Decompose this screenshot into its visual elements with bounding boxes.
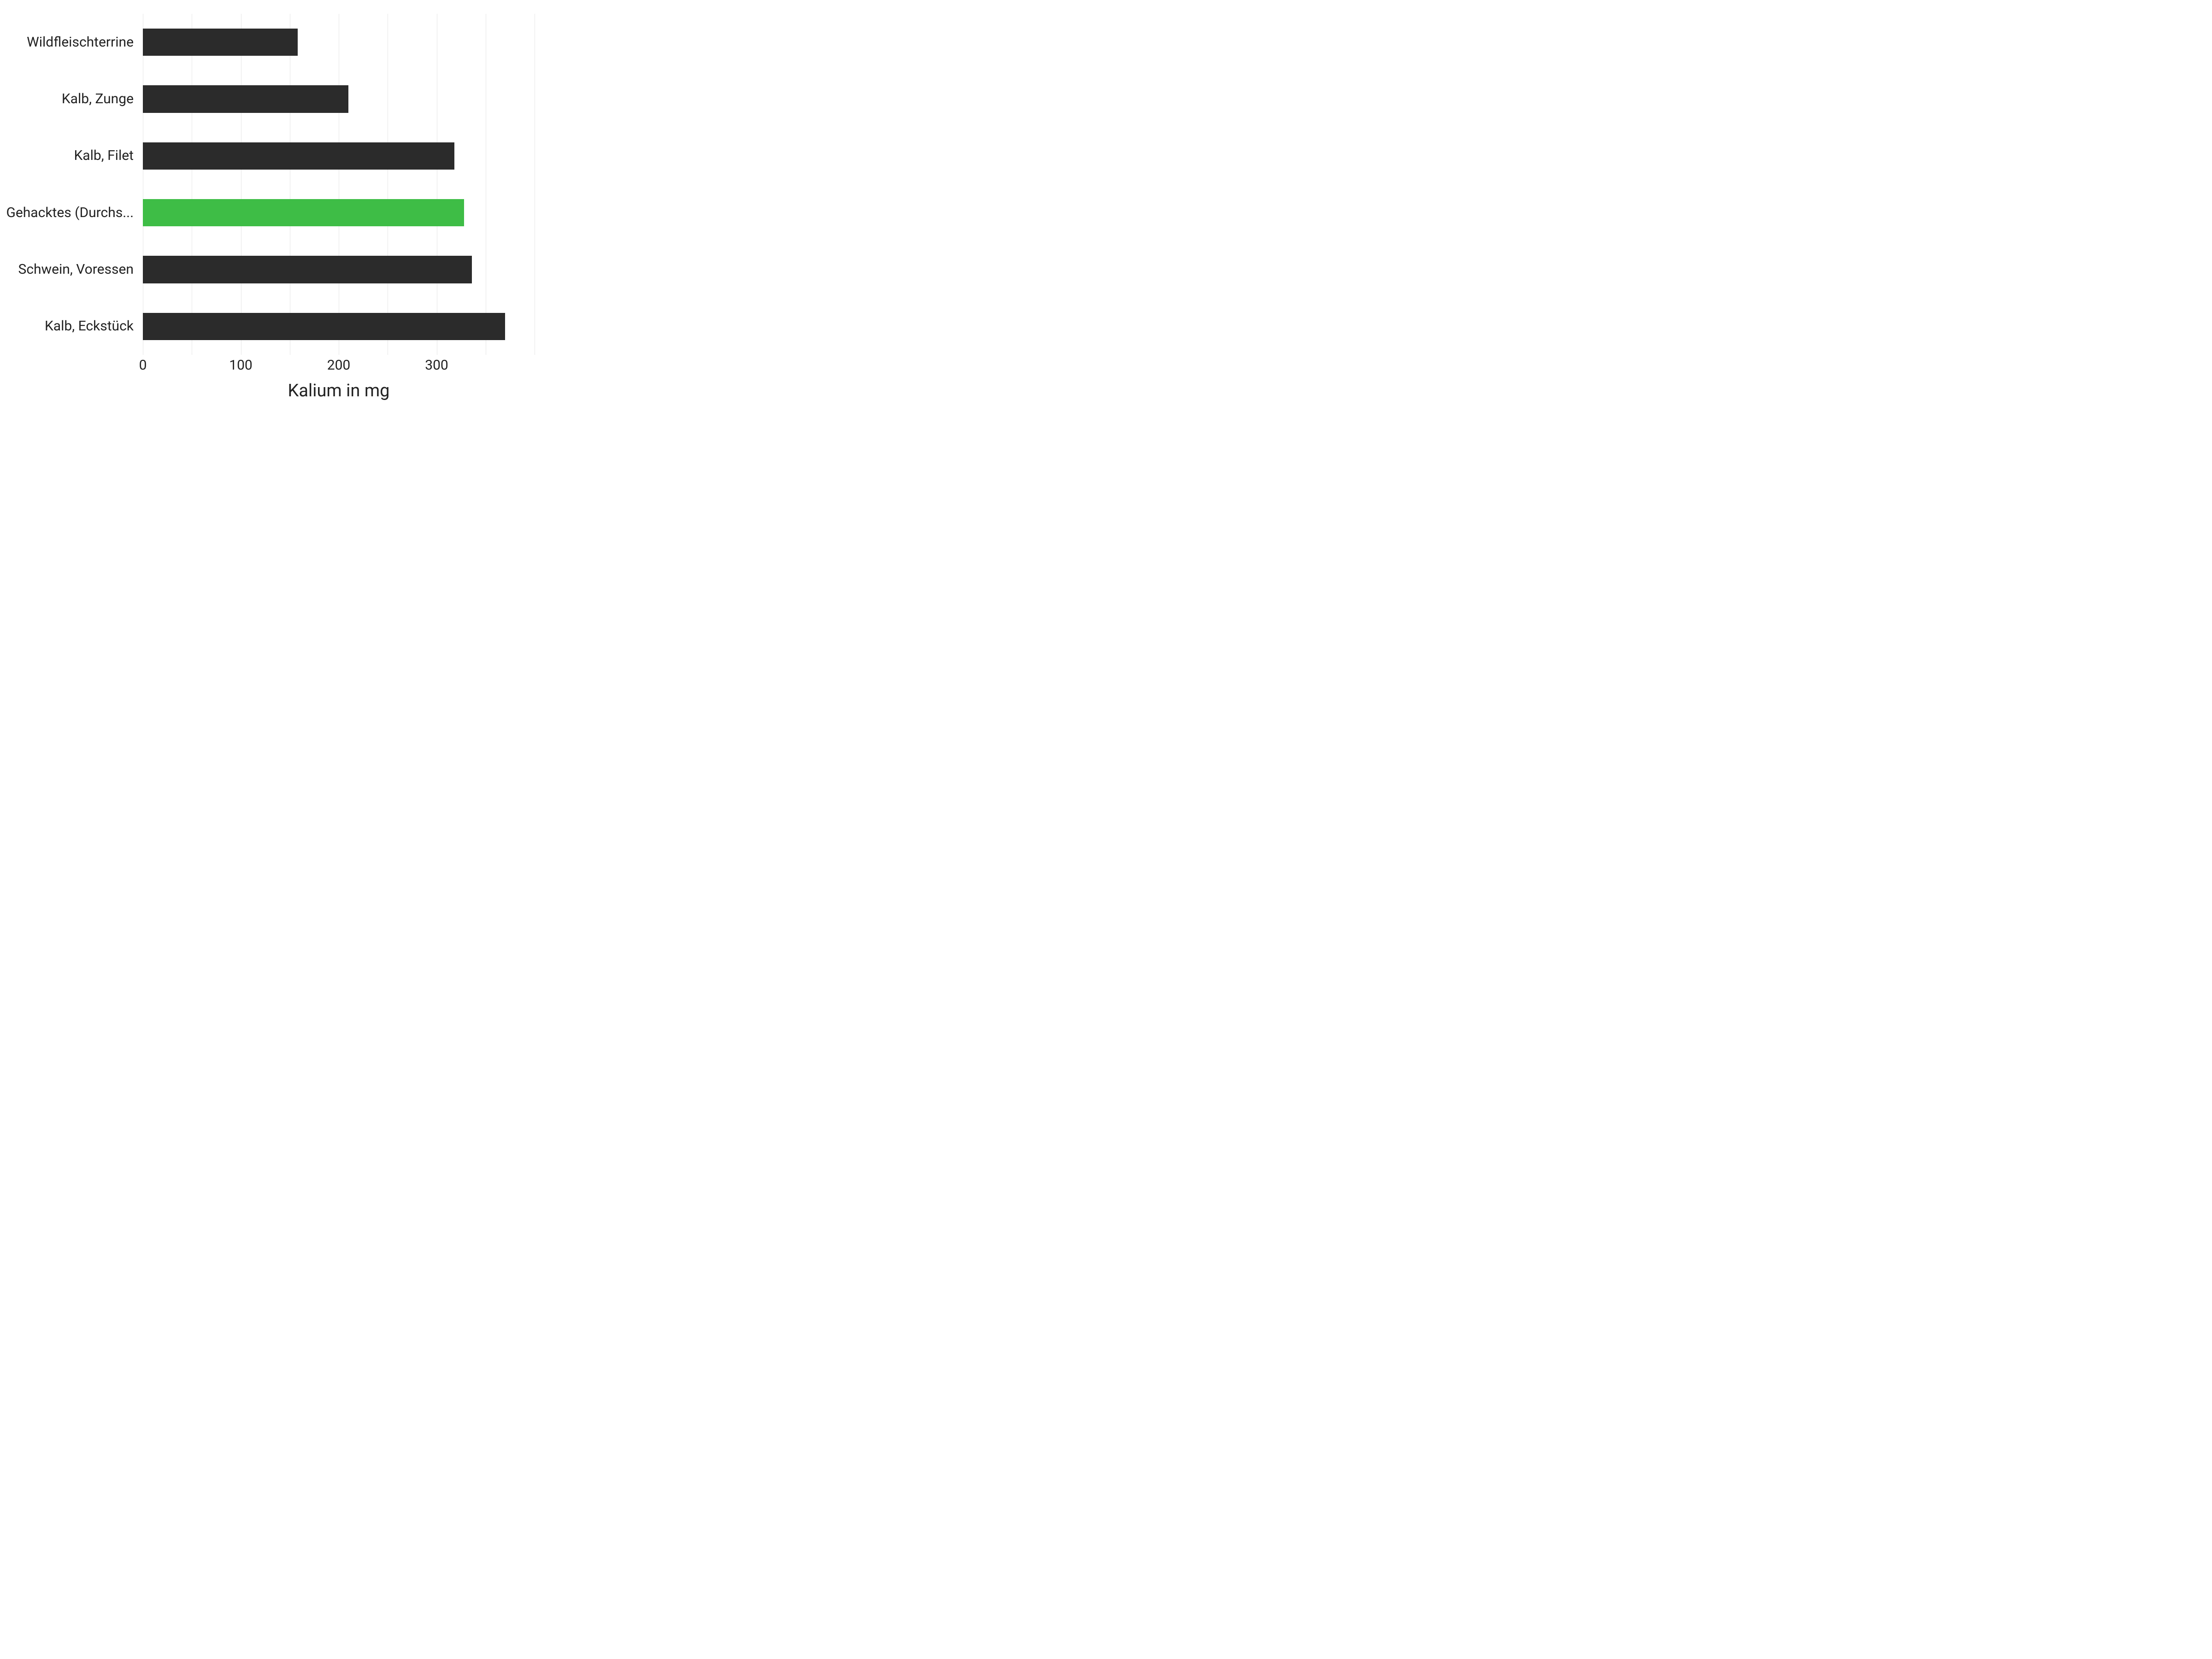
- y-axis-label: Kalb, Filet: [5, 147, 134, 164]
- bar-row: [143, 85, 348, 112]
- y-axis-label: Schwein, Voressen: [5, 261, 134, 278]
- plot-area: [143, 14, 535, 355]
- bar[interactable]: [143, 256, 472, 283]
- x-axis-tick: 0: [139, 357, 147, 373]
- bar-row: [143, 142, 454, 170]
- y-axis-label: Kalb, Eckstück: [5, 318, 134, 335]
- bar-row: [143, 313, 505, 340]
- bar[interactable]: [143, 85, 348, 112]
- y-axis-label: Wildfleischterrine: [5, 34, 134, 51]
- bar-row: [143, 29, 298, 56]
- y-axis-label: Gehacktes (Durchs...: [5, 205, 134, 221]
- chart-container: Kalium in mg Wildfleischterrine Kalb, Zun…: [0, 0, 553, 415]
- bar[interactable]: [143, 29, 298, 56]
- x-axis-tick: 100: [229, 357, 253, 373]
- x-axis-title: Kalium in mg: [143, 381, 535, 401]
- y-axis-label: Kalb, Zunge: [5, 91, 134, 107]
- bar-row: [143, 256, 472, 283]
- bar[interactable]: [143, 142, 454, 170]
- bar[interactable]: [143, 313, 505, 340]
- x-axis-tick: 300: [425, 357, 448, 373]
- bar-row: [143, 199, 464, 226]
- x-axis-tick: 200: [327, 357, 351, 373]
- bar-highlight[interactable]: [143, 199, 464, 226]
